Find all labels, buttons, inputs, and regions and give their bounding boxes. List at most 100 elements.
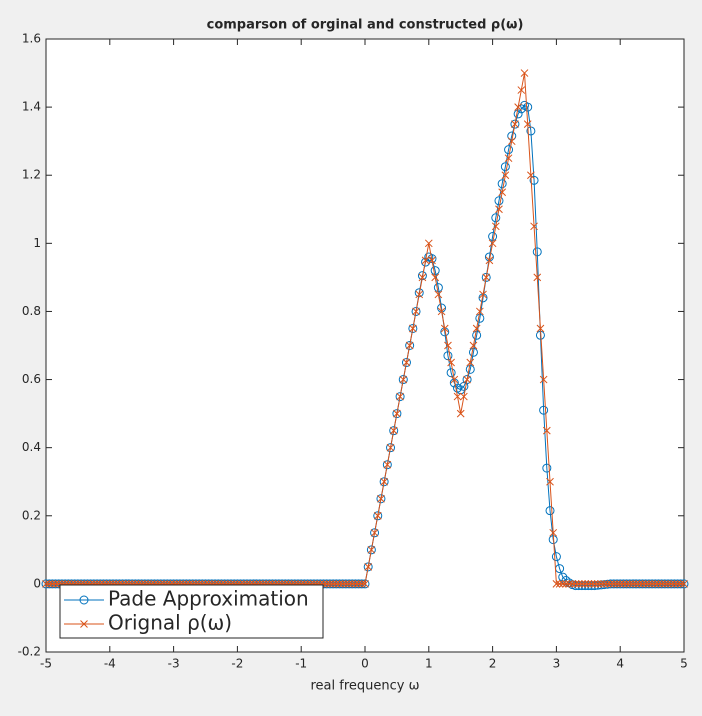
x-marker xyxy=(584,580,593,588)
legend-label: Pade Approximation xyxy=(108,587,309,611)
circle-marker xyxy=(468,347,478,357)
circle-marker xyxy=(366,545,376,555)
x-marker xyxy=(654,580,663,588)
x-marker xyxy=(447,358,455,367)
circle-marker xyxy=(542,463,552,473)
circle-marker xyxy=(488,232,498,242)
x-marker xyxy=(405,341,414,350)
y-tick-label: 0 xyxy=(33,576,41,590)
x-marker xyxy=(539,375,548,384)
x-tick-label: 5 xyxy=(680,657,688,671)
x-marker xyxy=(590,580,599,588)
x-marker xyxy=(393,409,401,418)
x-marker xyxy=(424,239,433,248)
x-marker xyxy=(335,580,344,588)
x-marker xyxy=(514,103,522,111)
x-marker xyxy=(507,137,516,146)
x-marker xyxy=(345,580,353,588)
x-marker xyxy=(625,580,634,588)
x-marker xyxy=(609,580,618,588)
x-marker xyxy=(594,580,602,588)
y-tick-label: 0.4 xyxy=(22,440,41,454)
x-marker xyxy=(645,580,653,588)
circle-marker xyxy=(433,283,443,293)
x-tick-label: 0 xyxy=(361,657,369,671)
x-marker xyxy=(511,120,519,128)
circle-marker xyxy=(481,272,491,282)
x-marker xyxy=(444,341,452,350)
x-marker xyxy=(80,620,88,628)
x-marker xyxy=(501,171,510,180)
circle-marker xyxy=(376,494,386,504)
x-marker xyxy=(661,580,669,588)
x-marker xyxy=(632,580,641,588)
x-marker xyxy=(523,120,532,128)
x-marker xyxy=(482,273,491,282)
circle-marker xyxy=(523,102,533,112)
x-marker xyxy=(479,290,487,299)
y-tick-label: 1.6 xyxy=(22,32,41,46)
x-marker xyxy=(520,69,529,77)
x-tick-label: -4 xyxy=(104,657,116,671)
x-marker xyxy=(466,358,475,367)
x-marker xyxy=(578,580,586,588)
x-marker xyxy=(332,580,341,588)
circle-marker xyxy=(401,358,411,368)
x-marker xyxy=(616,580,625,588)
y-tick-label: 1.2 xyxy=(22,168,41,182)
legend-label: Orignal ρ(ω) xyxy=(108,611,232,635)
x-marker xyxy=(587,580,596,588)
chart-title: comparson of orginal and constructed ρ(ω… xyxy=(207,18,524,33)
circle-marker xyxy=(405,341,415,350)
x-marker xyxy=(552,580,561,588)
x-marker xyxy=(527,171,535,180)
x-tick-label: 2 xyxy=(489,657,497,671)
x-marker xyxy=(431,273,440,282)
x-tick-label: -2 xyxy=(231,657,243,671)
x-marker xyxy=(460,392,468,401)
x-marker xyxy=(396,392,404,401)
circle-marker xyxy=(504,145,514,155)
circle-marker xyxy=(491,213,501,223)
circle-marker xyxy=(386,443,396,453)
y-tick-label: 1.4 xyxy=(22,100,41,114)
x-marker xyxy=(603,580,612,588)
circle-marker xyxy=(472,330,482,340)
x-marker xyxy=(581,580,589,588)
circle-marker xyxy=(532,247,542,257)
x-marker xyxy=(651,580,660,588)
x-marker xyxy=(475,307,484,316)
plot-area xyxy=(46,39,684,652)
x-marker xyxy=(370,528,379,537)
x-tick-label: 4 xyxy=(616,657,624,671)
x-marker xyxy=(45,580,54,588)
x-marker xyxy=(402,358,411,367)
x-marker xyxy=(622,580,631,588)
x-marker xyxy=(549,528,558,537)
x-marker xyxy=(517,86,526,94)
circle-marker xyxy=(551,552,561,562)
circle-marker xyxy=(475,313,485,323)
legend-box xyxy=(59,584,324,639)
x-marker xyxy=(415,290,424,299)
x-marker xyxy=(546,477,554,486)
x-marker xyxy=(568,580,577,588)
circle-marker xyxy=(411,306,421,316)
x-marker xyxy=(530,222,538,231)
circle-marker xyxy=(494,196,504,206)
y-tick-label: 1 xyxy=(33,236,41,250)
circle-marker xyxy=(497,179,507,189)
x-tick-label: -3 xyxy=(168,657,180,671)
x-tick-label: -1 xyxy=(295,657,307,671)
x-marker xyxy=(389,426,398,435)
circle-marker xyxy=(430,266,440,276)
x-marker xyxy=(377,494,385,503)
circle-marker xyxy=(382,460,392,470)
x-marker xyxy=(664,580,672,588)
x-marker xyxy=(453,392,462,401)
x-marker xyxy=(351,580,360,588)
circle-marker xyxy=(529,175,539,185)
x-marker xyxy=(562,580,570,588)
